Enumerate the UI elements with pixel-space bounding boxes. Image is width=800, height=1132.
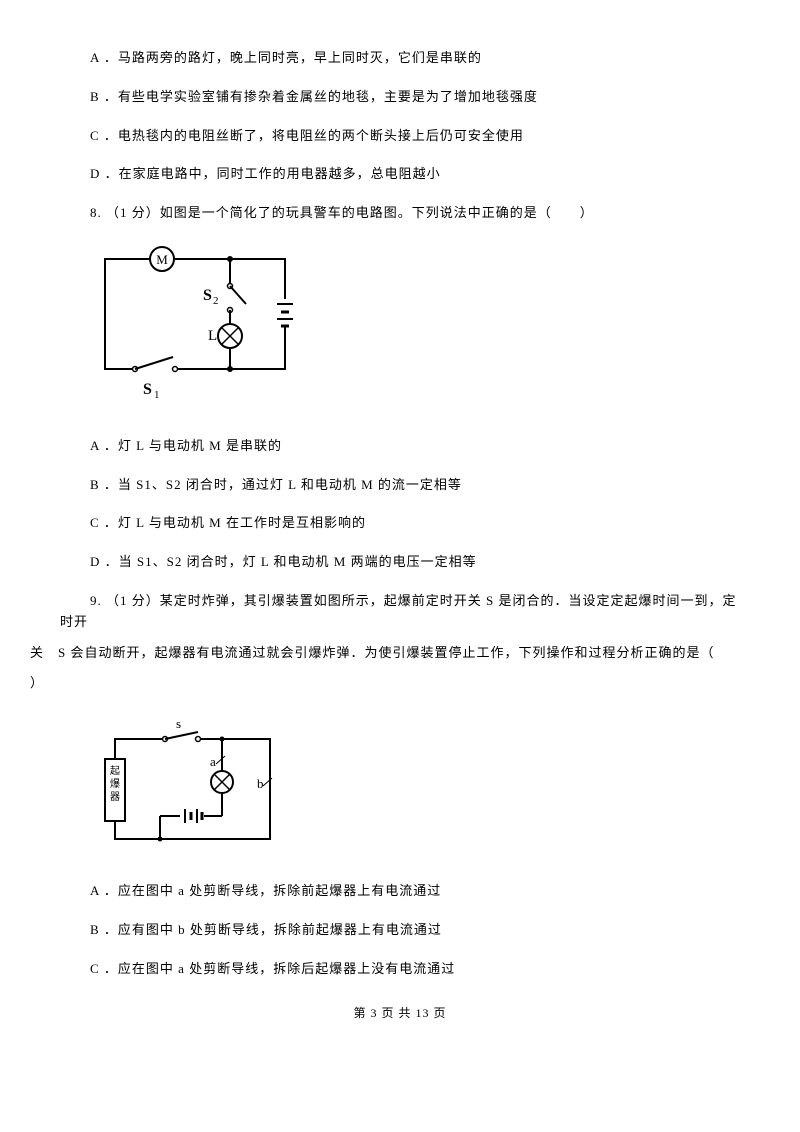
q8-circuit-diagram: M S 2 L bbox=[90, 244, 740, 416]
page: A ．马路两旁的路灯，晚上同时亮，早上同时灭，它们是串联的 B ．有些电学实验室… bbox=[0, 0, 800, 1044]
q7-option-a: A ．马路两旁的路灯，晚上同时亮，早上同时灭，它们是串联的 bbox=[90, 48, 740, 69]
q9-circuit-diagram: s 起 爆 器 a bbox=[90, 714, 740, 861]
svg-text:2: 2 bbox=[213, 295, 219, 307]
q7-option-c: C ．电热毯内的电阻丝断了，将电阻丝的两个断头接上后仍可安全使用 bbox=[90, 126, 740, 147]
svg-text:S: S bbox=[203, 287, 212, 304]
q9-option-a: A ．应在图中 a 处剪断导线，拆除前起爆器上有电流通过 bbox=[90, 881, 740, 902]
q9-option-c: C ．应在图中 a 处剪断导线，拆除后起爆器上没有电流通过 bbox=[90, 959, 740, 980]
svg-text:器: 器 bbox=[110, 791, 120, 803]
q8-option-d: D ．当 S1、S2 闭合时，灯 L 和电动机 M 两端的电压一定相等 bbox=[90, 552, 740, 573]
q9-option-b: B ．应有图中 b 处剪断导线，拆除前起爆器上有电流通过 bbox=[90, 920, 740, 941]
q9-stem-2: 关 S 会自动断开，起爆器有电流通过就会引爆炸弹．为使引爆装置停止工作，下列操作… bbox=[30, 643, 740, 664]
svg-text:L: L bbox=[208, 328, 217, 344]
q8-stem: 8. （1 分）如图是一个简化了的玩具警车的电路图。下列说法中正确的是（ ） bbox=[90, 203, 740, 224]
svg-text:起: 起 bbox=[110, 765, 120, 777]
page-footer: 第 3 页 共 13 页 bbox=[60, 1004, 740, 1023]
q8-option-a: A ．灯 L 与电动机 M 是串联的 bbox=[90, 436, 740, 457]
q8-option-b: B ．当 S1、S2 闭合时，通过灯 L 和电动机 M 的流一定相等 bbox=[90, 475, 740, 496]
q9-stem-close: ） bbox=[30, 673, 740, 694]
q9-stem-2-text: 关 S 会自动断开，起爆器有电流通过就会引爆炸弹．为使引爆装置停止工作，下列操作… bbox=[30, 645, 714, 660]
svg-text:a: a bbox=[210, 754, 216, 769]
svg-text:S: S bbox=[143, 381, 152, 398]
svg-text:1: 1 bbox=[154, 389, 160, 401]
svg-text:爆: 爆 bbox=[110, 778, 120, 790]
svg-text:s: s bbox=[176, 716, 181, 731]
q7-option-d: D ．在家庭电路中，同时工作的用电器越多，总电阻越小 bbox=[90, 164, 740, 185]
q8-option-c: C ．灯 L 与电动机 M 在工作时是互相影响的 bbox=[90, 513, 740, 534]
q7-option-b: B ．有些电学实验室铺有掺杂着金属丝的地毯，主要是为了增加地毯强度 bbox=[90, 87, 740, 108]
svg-text:b: b bbox=[257, 776, 264, 791]
svg-text:M: M bbox=[156, 252, 168, 267]
q9-stem-1: 9. （1 分）某定时炸弹，其引爆装置如图所示，起爆前定时开关 S 是闭合的．当… bbox=[60, 591, 740, 633]
